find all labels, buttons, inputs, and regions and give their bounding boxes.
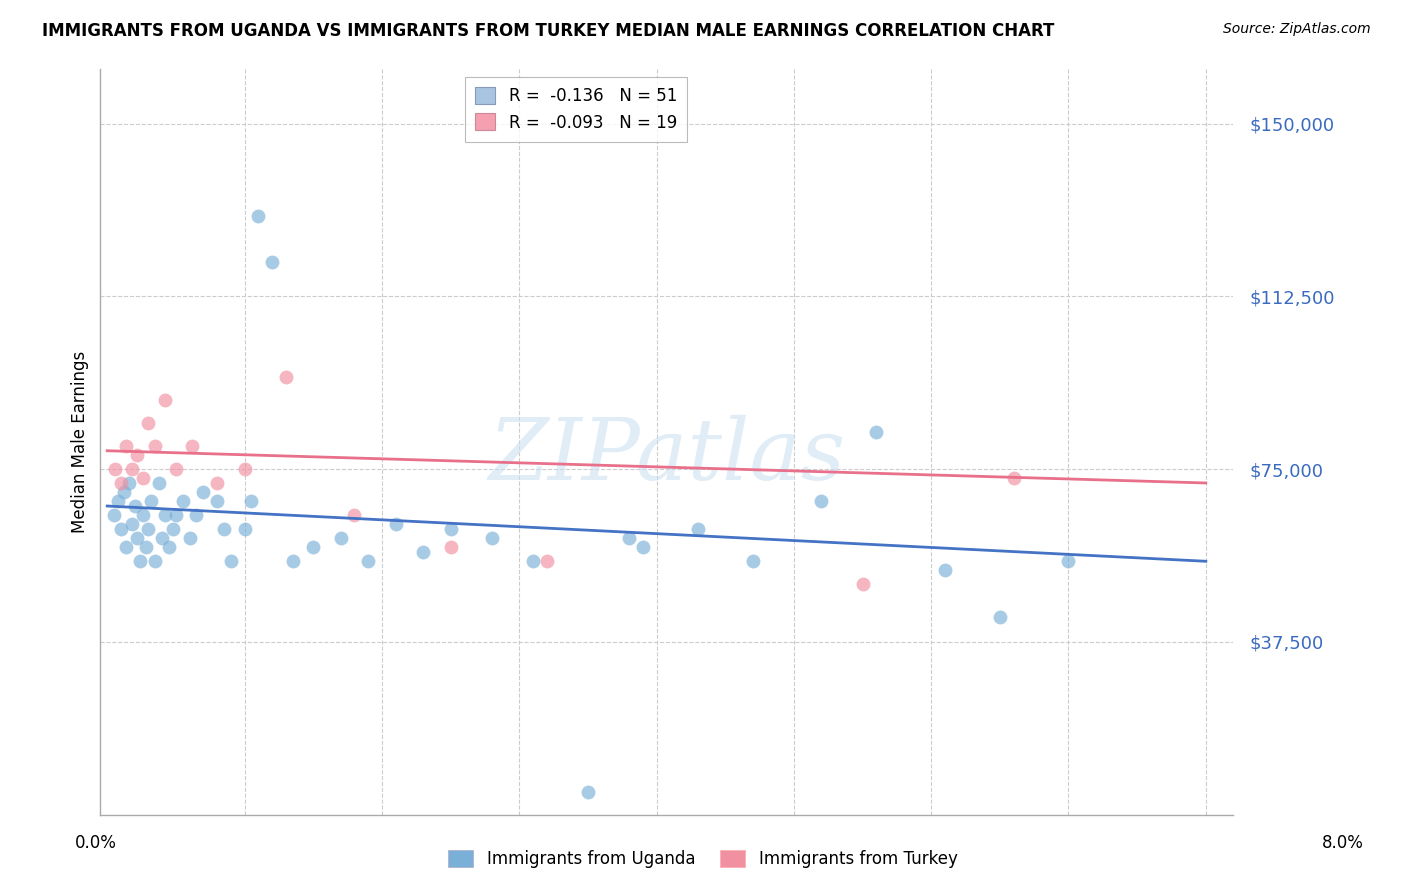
Point (143, 439, 166, 453)
Text: 0.0%: 0.0% (75, 834, 117, 852)
Point (115, 439, 138, 453)
Point (741, 554, 763, 568)
Text: ZIPatlas: ZIPatlas (488, 415, 845, 498)
Point (165, 462, 187, 476)
Point (127, 531, 149, 545)
Point (281, 554, 304, 568)
Point (157, 541, 180, 555)
Point (107, 494, 129, 508)
Point (121, 462, 143, 476)
Point (302, 541, 325, 555)
Point (233, 522, 256, 536)
Point (104, 462, 127, 476)
Point (934, 564, 956, 578)
Point (357, 554, 380, 568)
Point (247, 209, 270, 223)
Point (233, 462, 256, 476)
Point (165, 508, 187, 523)
Point (121, 517, 143, 532)
Point (132, 471, 155, 485)
Point (1057, 554, 1080, 568)
Point (148, 475, 170, 490)
Point (617, 531, 640, 545)
Point (865, 425, 887, 440)
Point (127, 448, 149, 462)
Text: IMMIGRANTS FROM UGANDA VS IMMIGRANTS FROM TURKEY MEDIAN MALE EARNINGS CORRELATIO: IMMIGRANTS FROM UGANDA VS IMMIGRANTS FRO… (42, 22, 1054, 40)
Point (205, 494, 228, 508)
Point (115, 541, 138, 555)
Point (481, 531, 503, 545)
Point (179, 531, 201, 545)
Point (212, 522, 235, 536)
Point (329, 531, 352, 545)
Y-axis label: Median Male Earnings: Median Male Earnings (72, 351, 89, 533)
Point (576, 784, 599, 798)
Point (274, 370, 297, 384)
Point (143, 554, 166, 568)
Point (384, 517, 406, 532)
Text: Source: ZipAtlas.com: Source: ZipAtlas.com (1223, 22, 1371, 37)
Point (240, 494, 263, 508)
Legend: R =  -0.136   N = 51, R =  -0.093   N = 19: R = -0.136 N = 51, R = -0.093 N = 19 (465, 77, 688, 142)
Point (1002, 471, 1025, 485)
Point (193, 485, 215, 500)
Point (153, 508, 176, 523)
Point (186, 508, 208, 523)
Point (522, 554, 544, 568)
Legend: Immigrants from Uganda, Immigrants from Turkey: Immigrants from Uganda, Immigrants from … (441, 843, 965, 875)
Point (439, 522, 461, 536)
Point (631, 541, 654, 555)
Point (686, 522, 709, 536)
Point (851, 577, 873, 591)
Point (988, 609, 1011, 624)
Point (439, 541, 461, 555)
Point (138, 416, 160, 430)
Point (124, 499, 146, 513)
Point (810, 494, 832, 508)
Point (135, 541, 157, 555)
Point (181, 439, 204, 453)
Point (172, 494, 194, 508)
Point (536, 554, 558, 568)
Point (118, 475, 141, 490)
Point (412, 545, 434, 559)
Point (129, 554, 152, 568)
Point (112, 485, 135, 500)
Point (260, 255, 283, 269)
Point (219, 554, 242, 568)
Point (153, 393, 176, 408)
Point (138, 522, 160, 536)
Point (110, 475, 132, 490)
Point (150, 531, 173, 545)
Point (132, 508, 155, 523)
Point (162, 522, 184, 536)
Point (141, 494, 163, 508)
Text: 8.0%: 8.0% (1322, 834, 1364, 852)
Point (205, 475, 228, 490)
Point (343, 508, 366, 523)
Point (110, 522, 132, 536)
Point (103, 508, 125, 523)
